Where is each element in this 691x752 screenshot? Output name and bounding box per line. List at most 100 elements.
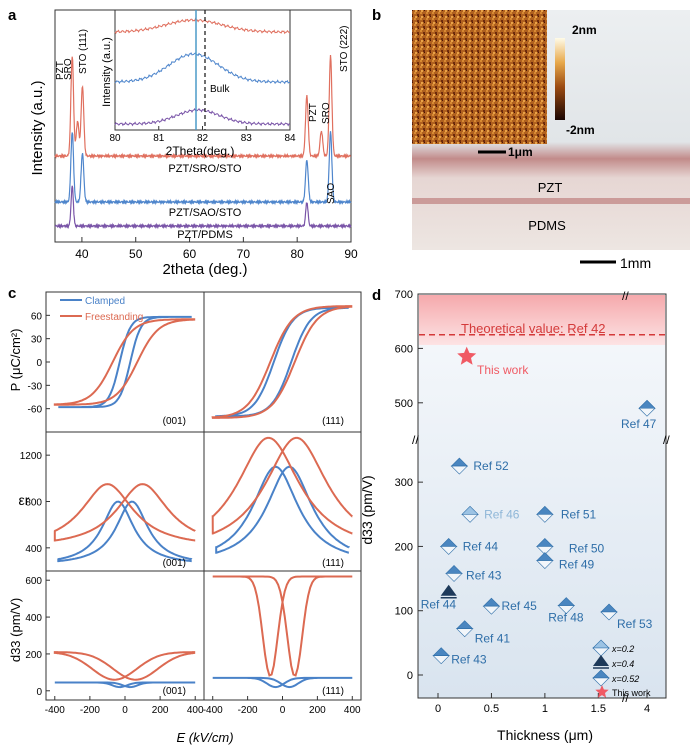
data-point-label: Ref 52	[473, 459, 509, 473]
legend-x04: x=0.4	[611, 659, 634, 669]
legend-x02: x=0.2	[611, 644, 634, 654]
panel-c-frames	[45, 291, 362, 701]
data-point-marker	[440, 584, 457, 596]
panel-c-label: c	[8, 285, 16, 302]
panel-a-ylabel: Intensity (a.u.)	[29, 80, 46, 175]
data-point-marker-lower	[536, 513, 554, 523]
inset-ylabel: Intensity (a.u.)	[101, 37, 113, 107]
c-ytick-label: 1200	[20, 451, 43, 462]
inset-curve-pdms	[114, 107, 291, 127]
c-xtick-label: 200	[152, 705, 169, 716]
legend-x052: x=0.52	[611, 674, 639, 684]
d33-111-freestanding	[212, 575, 353, 677]
pe-001-clamped	[58, 315, 192, 409]
c-xtick-label: 0	[122, 705, 128, 716]
panel-a-inset: Bulk Intensity (a.u.) 80 81 82 83 84 2Theta(…	[101, 9, 296, 158]
inset-xtick-label: 84	[284, 133, 296, 144]
c-ytick-label: 600	[25, 576, 42, 587]
c-ytick-label: 0	[36, 358, 42, 369]
a-xtick-label: 50	[129, 247, 143, 261]
data-point-label: Ref 53	[617, 617, 653, 631]
d-ytick-label: 0	[407, 670, 413, 682]
panel-d: d 0 100 200 300 500 600 700 0 0.5 1 1.5 4 // // // // Re…	[359, 287, 670, 743]
data-point-marker-lower	[600, 611, 618, 621]
panel-d-frame	[417, 293, 667, 699]
legend-this-work: This work	[612, 688, 651, 698]
legend-clamped-label: Clamped	[85, 296, 125, 307]
d-xtick-label: 4	[644, 703, 650, 715]
tag-d33-001: (001)	[163, 686, 186, 697]
peak-label-pzt2: PZT	[308, 103, 319, 122]
afm-scalebar-label: 1μm	[508, 145, 533, 159]
theoretical-band	[419, 295, 665, 345]
c-xtick-label: 0	[280, 705, 286, 716]
tag-p-001: (001)	[163, 416, 186, 427]
curve-label-sao: PZT/SAO/STO	[169, 207, 242, 219]
y-axis-break-right: //	[663, 433, 670, 447]
c-xtick-label: 400	[187, 705, 204, 716]
colorbar	[555, 38, 565, 120]
legend-marker-this-work	[595, 685, 609, 698]
pe-111-freestanding	[211, 305, 353, 419]
d33-001-clamped	[54, 681, 196, 689]
c-xtick-label: 200	[309, 705, 326, 716]
peak-label-pzt1: PZT	[55, 61, 66, 80]
theoretical-label: Theoretical value: Ref 42	[461, 321, 606, 336]
peak-label-sto222: STO (222)	[339, 26, 350, 73]
d-ytick-label: 500	[395, 398, 413, 410]
legend-marker-x04	[593, 655, 609, 666]
curve-label-pdms: PZT/PDMS	[177, 229, 233, 241]
layer-pzt-label: PZT	[538, 180, 563, 195]
a-xtick-label: 80	[291, 247, 305, 261]
photo-scalebar-label: 1mm	[620, 255, 651, 271]
data-point-marker-lower	[432, 655, 450, 665]
inset-curves	[114, 17, 291, 127]
data-point-marker-lower	[536, 560, 554, 569]
c-ytick-label: -60	[28, 405, 43, 416]
data-point-marker-lower	[638, 407, 656, 417]
d-ytick-label: 100	[395, 606, 413, 618]
tag-eps-111: (111)	[322, 558, 344, 569]
pe-111-clamped	[215, 306, 349, 418]
data-point-marker-lower	[439, 546, 458, 555]
inset-xtick-label: 83	[241, 133, 253, 144]
pe-001-freestanding	[53, 318, 196, 406]
x-axis-break-top: //	[622, 289, 629, 303]
d-xtick-label: 1.5	[591, 703, 606, 715]
c-xtick-label: 400	[344, 705, 361, 716]
inset-xtick-label: 80	[109, 133, 121, 144]
data-point-label: Ref 49	[559, 558, 595, 572]
data-point-marker-lower	[536, 546, 554, 555]
panel-d-marks: 0 100 200 300 500 600 700 0 0.5 1 1.5 4 // // // // Ref …	[395, 289, 671, 715]
d-ytick-label: 300	[395, 477, 413, 489]
d-ytick-label: 600	[395, 343, 413, 355]
data-point-label: Ref 46	[484, 507, 520, 521]
c-ytick-label: 30	[31, 335, 43, 346]
data-point-marker-lower	[450, 465, 469, 475]
afm-image	[412, 10, 547, 144]
panel-b-label: b	[372, 7, 381, 24]
c-ytick-label: 60	[31, 311, 43, 322]
data-point-label: Ref 44	[421, 598, 457, 612]
curve-pzt-sro-sto	[54, 54, 352, 160]
panel-a-label: a	[8, 7, 17, 24]
panel-d-xlabel: Thickness (μm)	[497, 727, 593, 743]
curve-pzt-sao-sto	[54, 131, 352, 206]
eps-111-freestanding	[211, 436, 353, 535]
tag-eps-001: (001)	[163, 558, 186, 569]
c-ytick-label: -30	[28, 381, 43, 392]
colorbar-bottom-label: -2nm	[566, 123, 595, 137]
a-xtick-label: 40	[75, 247, 89, 261]
data-point-marker-lower	[557, 605, 575, 614]
data-point-marker-lower	[482, 605, 501, 615]
data-point-label: Ref 45	[501, 599, 537, 613]
panel-a: a Intensity (a.u.) 40 50 60 70 80 90 2theta (…	[8, 7, 358, 278]
tag-p-111: (111)	[322, 416, 344, 427]
panel-a-xlabel: 2theta (deg.)	[162, 261, 247, 278]
peak-label-sto111: STO (111)	[78, 29, 89, 74]
c-ytick-label: 400	[25, 544, 42, 555]
legend-marker-x052-lower	[592, 677, 610, 687]
inset-curve-sro	[114, 17, 290, 35]
